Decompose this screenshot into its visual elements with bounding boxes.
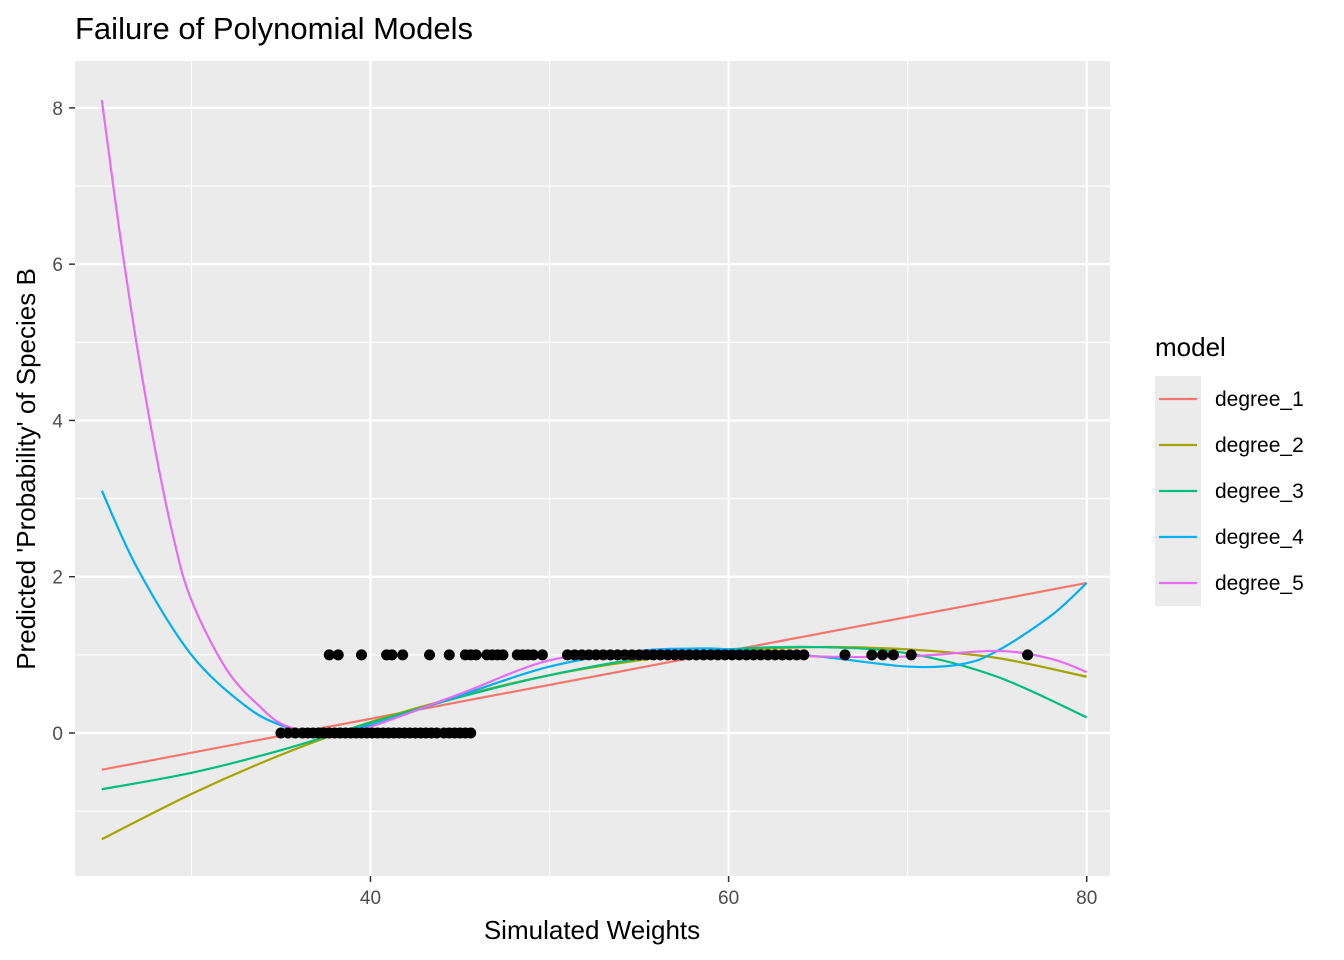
data-point	[527, 649, 539, 661]
y-axis-ticks: 0 2 4 6 8	[52, 99, 75, 745]
data-point	[887, 649, 899, 661]
data-point	[877, 649, 889, 661]
y-tick-label: 0	[52, 724, 63, 745]
x-tick-label: 60	[718, 888, 739, 909]
series-line-degree-1	[101, 581, 1087, 771]
data-point	[470, 649, 482, 661]
data-point	[839, 649, 851, 661]
legend-label-degree-5: degree_5	[1215, 572, 1304, 595]
grid-major	[75, 61, 1110, 876]
x-axis-ticks: 40 60 80	[360, 876, 1097, 909]
data-point	[536, 649, 548, 661]
data-point	[866, 649, 878, 661]
data-point	[397, 649, 409, 661]
data-point	[424, 649, 436, 661]
data-point	[905, 649, 917, 661]
legend-label-degree-4: degree_4	[1215, 526, 1304, 549]
data-point	[443, 649, 455, 661]
x-tick-label: 40	[360, 888, 381, 909]
data-point	[1022, 649, 1034, 661]
data-point	[798, 649, 810, 661]
y-tick-label: 6	[52, 255, 63, 276]
data-point	[332, 649, 344, 661]
plot-panel	[75, 61, 1110, 876]
data-points	[275, 649, 1034, 739]
series-line-degree-4	[100, 490, 1088, 735]
y-tick-label: 8	[52, 99, 63, 120]
data-point	[497, 649, 509, 661]
legend: model degree_1 degree_2 degree_3 degree_4de…	[1155, 332, 1304, 606]
chart-title: Failure of Polynomial Models	[75, 11, 473, 46]
y-tick-label: 4	[52, 411, 63, 432]
legend-label-degree-3: degree_3	[1215, 480, 1304, 503]
legend-label-degree-1: degree_1	[1215, 388, 1304, 411]
y-tick-label: 2	[52, 568, 63, 589]
data-point	[465, 727, 477, 739]
data-point	[386, 649, 398, 661]
data-point	[356, 649, 368, 661]
y-axis-title: Predicted 'Probability' of Species B	[11, 268, 41, 670]
x-axis-title: Simulated Weights	[484, 915, 700, 945]
legend-title: model	[1155, 332, 1226, 362]
data-point	[323, 649, 335, 661]
x-tick-label: 80	[1076, 888, 1097, 909]
legend-label-degree-2: degree_2	[1215, 434, 1304, 457]
